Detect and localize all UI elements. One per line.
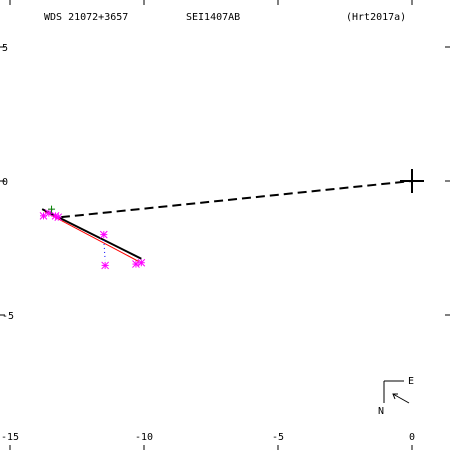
asterisk-stroke: [54, 213, 63, 222]
x-tick-label: -10: [135, 432, 153, 443]
compass-east-label: E: [408, 376, 414, 387]
observation-point: [99, 230, 108, 239]
x-tick-label: -15: [1, 432, 19, 443]
observation-point: [101, 261, 109, 270]
y-tick-label: 5: [2, 43, 8, 54]
reference-code: (Hrt2017a): [346, 12, 406, 23]
compass-north-label: N: [378, 406, 384, 417]
observation-point: [39, 211, 48, 220]
observation-point: [132, 260, 140, 268]
asterisk-stroke: [137, 258, 146, 267]
asterisk-stroke: [132, 260, 140, 268]
motion-direction-arrow: [392, 393, 410, 404]
wds-designation: WDS 21072+3657: [44, 12, 128, 23]
compass: E N: [378, 376, 414, 417]
y-tick-label: 0: [2, 177, 8, 188]
residual-line: [103, 239, 106, 261]
asterisk-stroke: [51, 211, 60, 220]
asterisk-stroke: [101, 261, 109, 270]
dashed-node-line: [60, 180, 413, 219]
orbit-lines: [41, 169, 424, 262]
recent-observation-point: [48, 205, 56, 213]
observation-point: [137, 258, 146, 267]
pair-name: SEI1407AB: [186, 12, 240, 23]
observation-marks: [39, 205, 146, 270]
asterisk-stroke: [99, 230, 108, 239]
motion-arrowhead-icon: [392, 393, 398, 400]
x-tick-label: 0: [409, 432, 415, 443]
observation-point: [54, 213, 63, 222]
x-tick-label: -5: [272, 432, 284, 443]
y-tick-label: -5: [2, 311, 14, 322]
